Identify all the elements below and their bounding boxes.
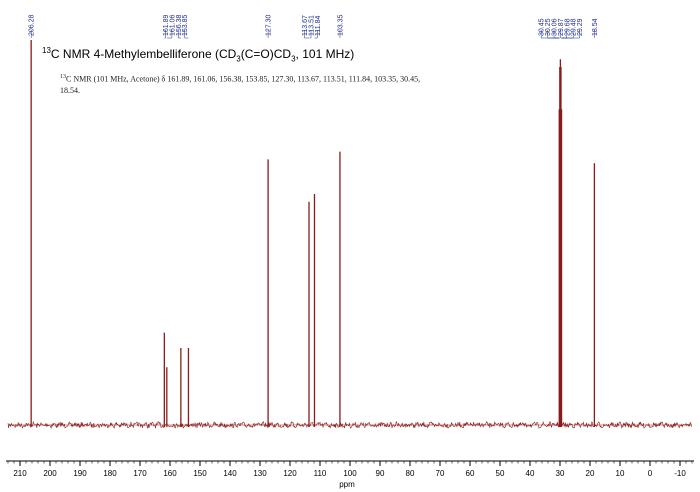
x-tick-label: 110 xyxy=(314,469,327,478)
x-tick-label: 160 xyxy=(163,469,177,478)
description-text: C NMR (101 MHz, Acetone) δ 161.89, 161.0… xyxy=(60,74,421,95)
peak-leader xyxy=(553,30,560,39)
title-text: C NMR 4-Methylembelliferone (CD xyxy=(50,47,237,61)
peak-label-156m38: 156.38 xyxy=(176,14,183,36)
x-tick-label: 180 xyxy=(103,469,117,478)
peak-label-29m87: 29.87 xyxy=(558,18,565,36)
x-tick-label: 0 xyxy=(648,469,653,478)
peak-leader xyxy=(304,30,309,39)
peak-leader xyxy=(309,30,312,39)
x-tick-label: 10 xyxy=(616,469,625,478)
peak-label-153m85: 153.85 xyxy=(182,14,189,36)
spectrum-layer xyxy=(7,40,692,430)
x-tick-label: 150 xyxy=(193,469,207,478)
peak-label-30m45: 30.45 xyxy=(539,18,546,36)
x-tick-label: 20 xyxy=(586,469,595,478)
x-tick-label: 130 xyxy=(253,469,267,478)
peak-label-103m35: 103.35 xyxy=(338,14,345,36)
peak-list-description: 13C NMR (101 MHz, Acetone) δ 161.89, 161… xyxy=(60,72,440,96)
x-tick-label: 80 xyxy=(406,469,415,478)
x-tick-label: 210 xyxy=(13,469,27,478)
x-axis-ticks: 210 200 190 180 170 160 150 140 130 120 110 100 90 80… xyxy=(7,461,693,478)
peak-label-127m30: 127.30 xyxy=(266,14,273,36)
title-text-suffix: , 101 MHz) xyxy=(295,47,355,61)
peak-label-29m48: 29.48 xyxy=(571,18,578,36)
peak-label-30m25: 30.25 xyxy=(545,18,552,36)
peak-label-161m06: 161.06 xyxy=(169,14,176,36)
x-tick-label: 140 xyxy=(223,469,237,478)
peak-leader xyxy=(184,30,189,39)
x-tick-label: 90 xyxy=(376,469,385,478)
isotope-superscript: 13 xyxy=(42,46,51,55)
x-axis: 210 200 190 180 170 160 150 140 130 120 110 100 90 80… xyxy=(6,460,694,489)
peak-label-113m51: 113.51 xyxy=(309,15,316,36)
x-tick-label: 120 xyxy=(283,469,297,478)
x-tick-label: 70 xyxy=(436,469,445,478)
title-subscript-1: 3 xyxy=(236,54,241,64)
x-tick-label: 60 xyxy=(466,469,475,478)
title-subscript-2: 3 xyxy=(291,54,296,64)
x-tick-label: 100 xyxy=(343,469,357,478)
x-tick-label: -10 xyxy=(674,469,686,478)
x-tick-label: 40 xyxy=(526,469,535,478)
peak-leader xyxy=(164,30,166,39)
peak-label-layer: 206.28 161.89 161.06 156.38 153.85 127.30 113.… xyxy=(29,14,599,39)
peak-leader xyxy=(166,30,173,39)
x-axis-title: ppm xyxy=(339,480,355,489)
peak-label-161m89: 161.89 xyxy=(163,14,170,36)
peak-label-111m84: 111.84 xyxy=(315,16,322,36)
x-tick-label: 30 xyxy=(556,469,565,478)
peak-label-206m28: 206.28 xyxy=(29,14,36,36)
description-superscript: 13 xyxy=(60,74,66,80)
peak-label-29m29: 29.29 xyxy=(577,18,584,36)
peak-label-18m54: 18.54 xyxy=(592,18,599,36)
peak-label-113m67: 113.67 xyxy=(302,15,309,36)
title-text-mid: (C=O)CD xyxy=(240,47,292,61)
x-tick-label: 200 xyxy=(43,469,57,478)
x-tick-label: 50 xyxy=(496,469,505,478)
x-tick-label: 170 xyxy=(133,469,147,478)
peak-label-30m06: 30.06 xyxy=(552,18,559,36)
peak-label-29m68: 29.68 xyxy=(564,18,571,36)
x-tick-label: 190 xyxy=(73,469,87,478)
peak-leader xyxy=(562,30,580,39)
chart-title: 13C NMR 4-Methylembelliferone (CD3(C=O)C… xyxy=(42,46,354,63)
peak-leader xyxy=(314,30,318,39)
peak-leader xyxy=(178,30,181,39)
